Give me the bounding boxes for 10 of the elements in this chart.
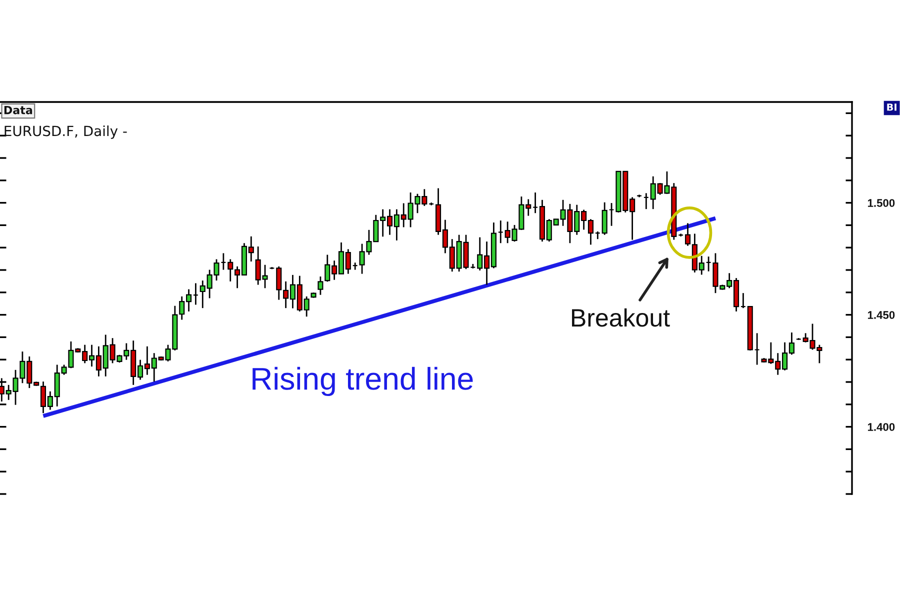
y-tick-label: 1.450 [868,311,895,319]
y-tick-label: 1.500 [868,199,895,207]
y-tick-label: 1.400 [868,423,895,431]
annotation: Data [4,106,32,114]
text: EURUSD.F, Daily - [4,125,127,139]
text: BI [887,104,896,111]
series-label: Rising trend line [252,366,473,396]
candlestick [602,202,608,236]
annotation: Breakout [572,308,670,327]
candlestick [318,276,324,296]
